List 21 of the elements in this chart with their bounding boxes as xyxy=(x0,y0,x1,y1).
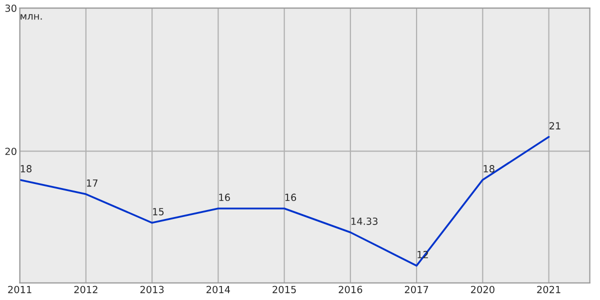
y-tick-label: 30 xyxy=(5,4,16,12)
data-label: 16 xyxy=(285,194,296,202)
data-label: 17 xyxy=(86,179,98,187)
x-tick-label: 2021 xyxy=(537,286,560,294)
data-label: 21 xyxy=(550,122,560,130)
x-tick-label: 2020 xyxy=(471,286,494,294)
x-tick-label: 2012 xyxy=(74,286,98,294)
y-tick-label: 20 xyxy=(5,148,16,156)
data-label: 14.33 xyxy=(351,218,378,225)
data-label: 15 xyxy=(153,208,164,216)
x-tick-label: 2015 xyxy=(272,286,296,294)
data-label: 18 xyxy=(20,165,32,172)
x-tick-label: 2014 xyxy=(206,286,230,294)
y-axis-title: млн. xyxy=(20,14,42,20)
x-tick-label: 2013 xyxy=(140,286,164,294)
x-tick-label: 2011 xyxy=(8,286,32,294)
data-label: 16 xyxy=(219,194,230,202)
data-label: 18 xyxy=(484,165,494,172)
x-tick-label: 2016 xyxy=(338,286,362,294)
line-series xyxy=(20,136,550,267)
x-tick-label: 2017 xyxy=(404,286,428,294)
